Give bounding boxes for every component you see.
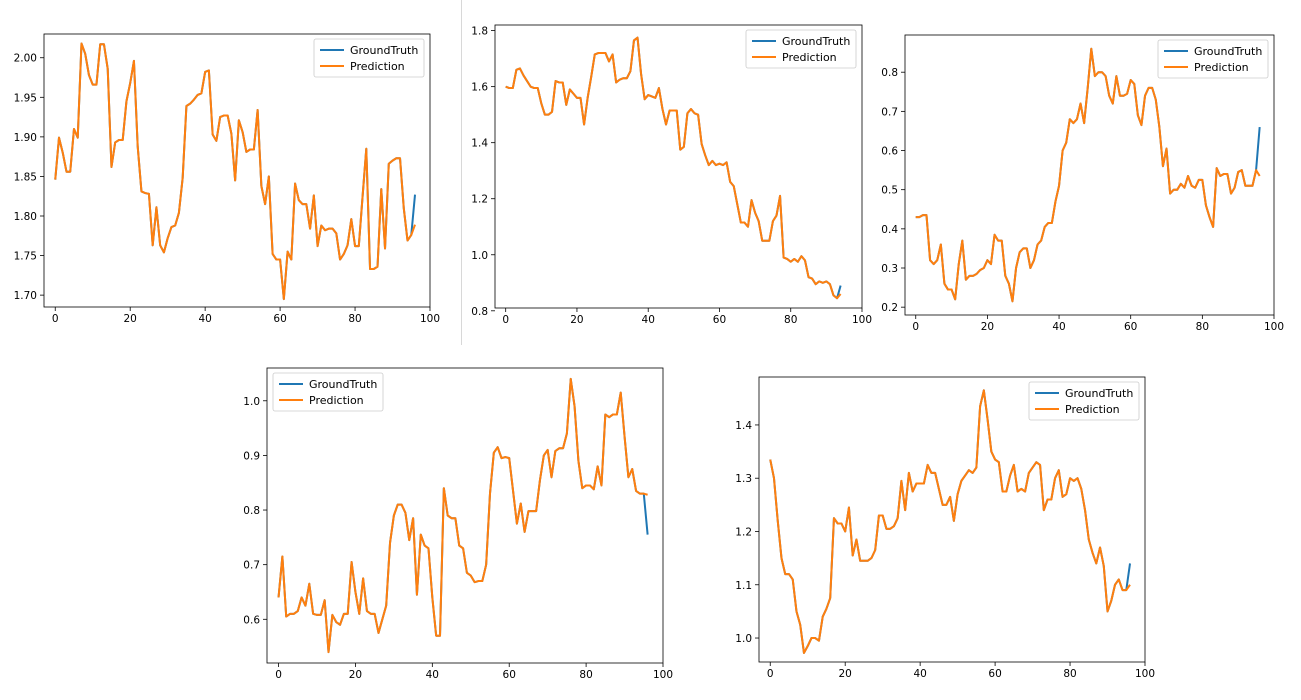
x-tick-label: 20 (570, 314, 583, 326)
x-tick-label: 100 (852, 314, 872, 326)
prediction-line (277, 377, 648, 654)
y-tick-label: 1.85 (14, 171, 37, 183)
legend-prediction-label: Prediction (309, 394, 364, 407)
x-tick-label: 40 (198, 313, 211, 325)
legend-ground-truth-label: GroundTruth (1065, 387, 1133, 400)
legend-ground-truth-label: GroundTruth (309, 378, 377, 391)
legend: GroundTruth Prediction (1157, 39, 1269, 79)
legend-box (1157, 39, 1269, 79)
x-tick-label: 60 (503, 669, 516, 681)
y-tick-label: 1.0 (471, 250, 488, 262)
x-tick-label: 40 (1052, 321, 1065, 333)
x-tick-label: 60 (273, 313, 286, 325)
legend-ground-truth-label: GroundTruth (350, 44, 418, 57)
y-tick-label: 0.8 (471, 306, 488, 318)
x-tick-label: 80 (784, 314, 797, 326)
legend-prediction-label: Prediction (1194, 61, 1249, 74)
y-tick-label: 1.2 (471, 194, 488, 206)
chart-2: 0 20 40 60 80 100 0.8 1.0 1.2 1.4 1.6 1.8 GroundTrut… (471, 24, 872, 326)
legend-prediction-label: Prediction (350, 60, 405, 73)
x-tick-label: 60 (713, 314, 726, 326)
y-tick-label: 1.4 (471, 138, 488, 150)
axes-frame (904, 34, 1275, 316)
legend-box (272, 372, 384, 412)
x-tick-label: 100 (653, 669, 673, 681)
y-tick-label: 0.7 (243, 560, 260, 572)
chart-4: 0 20 40 60 80 100 0.6 0.7 0.8 0.9 1.0 GroundTruth Pr… (243, 367, 673, 681)
y-tick-label: 1.75 (14, 251, 37, 263)
y-tick-label: 1.0 (243, 396, 260, 408)
prediction-line (505, 36, 842, 300)
legend-prediction-label: Prediction (1065, 403, 1120, 416)
x-tick-label: 20 (349, 669, 362, 681)
x-tick-label: 60 (1124, 321, 1137, 333)
legend-box (313, 38, 425, 78)
y-tick-label: 0.7 (881, 106, 898, 118)
x-tick-label: 40 (426, 669, 439, 681)
y-tick-label: 1.70 (14, 290, 37, 302)
y-tick-label: 1.90 (14, 132, 37, 144)
prediction-line (915, 47, 1261, 303)
x-tick-label: 0 (767, 668, 774, 680)
plot-area (267, 368, 663, 663)
chart-3: 0 20 40 60 80 100 0.2 0.3 0.4 0.5 0.6 0.7 0.8 GroundT… (881, 34, 1284, 333)
legend: GroundTruth Prediction (1028, 381, 1140, 421)
x-tick-label: 0 (502, 314, 509, 326)
y-tick-label: 1.80 (14, 211, 37, 223)
x-tick-label: 80 (579, 669, 592, 681)
legend-ground-truth-label: GroundTruth (782, 35, 850, 48)
y-tick-label: 0.6 (243, 614, 260, 626)
y-tick-label: 0.9 (243, 450, 260, 462)
y-tick-label: 1.3 (735, 473, 752, 485)
chart-1: 0 20 40 60 80 100 1.70 1.75 1.80 1.85 1.90 1.95 2.00… (14, 33, 440, 325)
prediction-line (769, 389, 1131, 654)
y-tick-label: 1.6 (471, 82, 488, 94)
axes-frame (758, 376, 1146, 663)
y-tick-label: 1.95 (14, 92, 37, 104)
x-tick-label: 100 (1264, 321, 1284, 333)
chart-5: 0 20 40 60 80 100 1.0 1.1 1.2 1.3 1.4 GroundTruth Pr… (735, 376, 1155, 680)
x-tick-label: 0 (52, 313, 59, 325)
legend-box (745, 29, 857, 69)
x-tick-label: 0 (912, 321, 919, 333)
y-tick-label: 0.6 (881, 146, 898, 158)
x-tick-label: 60 (988, 668, 1001, 680)
y-tick-label: 0.2 (881, 302, 898, 314)
x-tick-label: 80 (348, 313, 361, 325)
x-tick-label: 0 (275, 669, 282, 681)
legend-box (1028, 381, 1140, 421)
x-tick-label: 20 (839, 668, 852, 680)
y-tick-label: 1.1 (735, 580, 752, 592)
y-tick-label: 0.3 (881, 263, 898, 275)
x-tick-label: 20 (981, 321, 994, 333)
x-tick-label: 40 (642, 314, 655, 326)
axes-frame (43, 33, 431, 308)
x-tick-label: 100 (1135, 668, 1155, 680)
axes-frame (494, 24, 863, 309)
axes-frame (266, 367, 664, 664)
legend: GroundTruth Prediction (745, 29, 857, 69)
prediction-line (54, 42, 416, 301)
legend: GroundTruth Prediction (313, 38, 425, 78)
plot-area (495, 25, 862, 308)
plot-area (905, 35, 1274, 315)
legend-ground-truth-label: GroundTruth (1194, 45, 1262, 58)
y-tick-label: 0.8 (243, 505, 260, 517)
y-tick-label: 2.00 (14, 53, 37, 65)
y-tick-label: 1.2 (735, 526, 752, 538)
x-tick-label: 100 (420, 313, 440, 325)
y-tick-label: 1.8 (471, 26, 488, 38)
y-tick-label: 1.0 (735, 633, 752, 645)
panel-divider (461, 0, 462, 345)
x-tick-label: 80 (1196, 321, 1209, 333)
x-tick-label: 80 (1063, 668, 1076, 680)
legend: GroundTruth Prediction (272, 372, 384, 412)
y-tick-label: 1.4 (735, 420, 752, 432)
y-tick-label: 0.4 (881, 224, 898, 236)
x-tick-label: 40 (913, 668, 926, 680)
legend-prediction-label: Prediction (782, 51, 837, 64)
y-tick-label: 0.5 (881, 185, 898, 197)
y-tick-label: 0.8 (881, 67, 898, 79)
x-tick-label: 20 (124, 313, 137, 325)
